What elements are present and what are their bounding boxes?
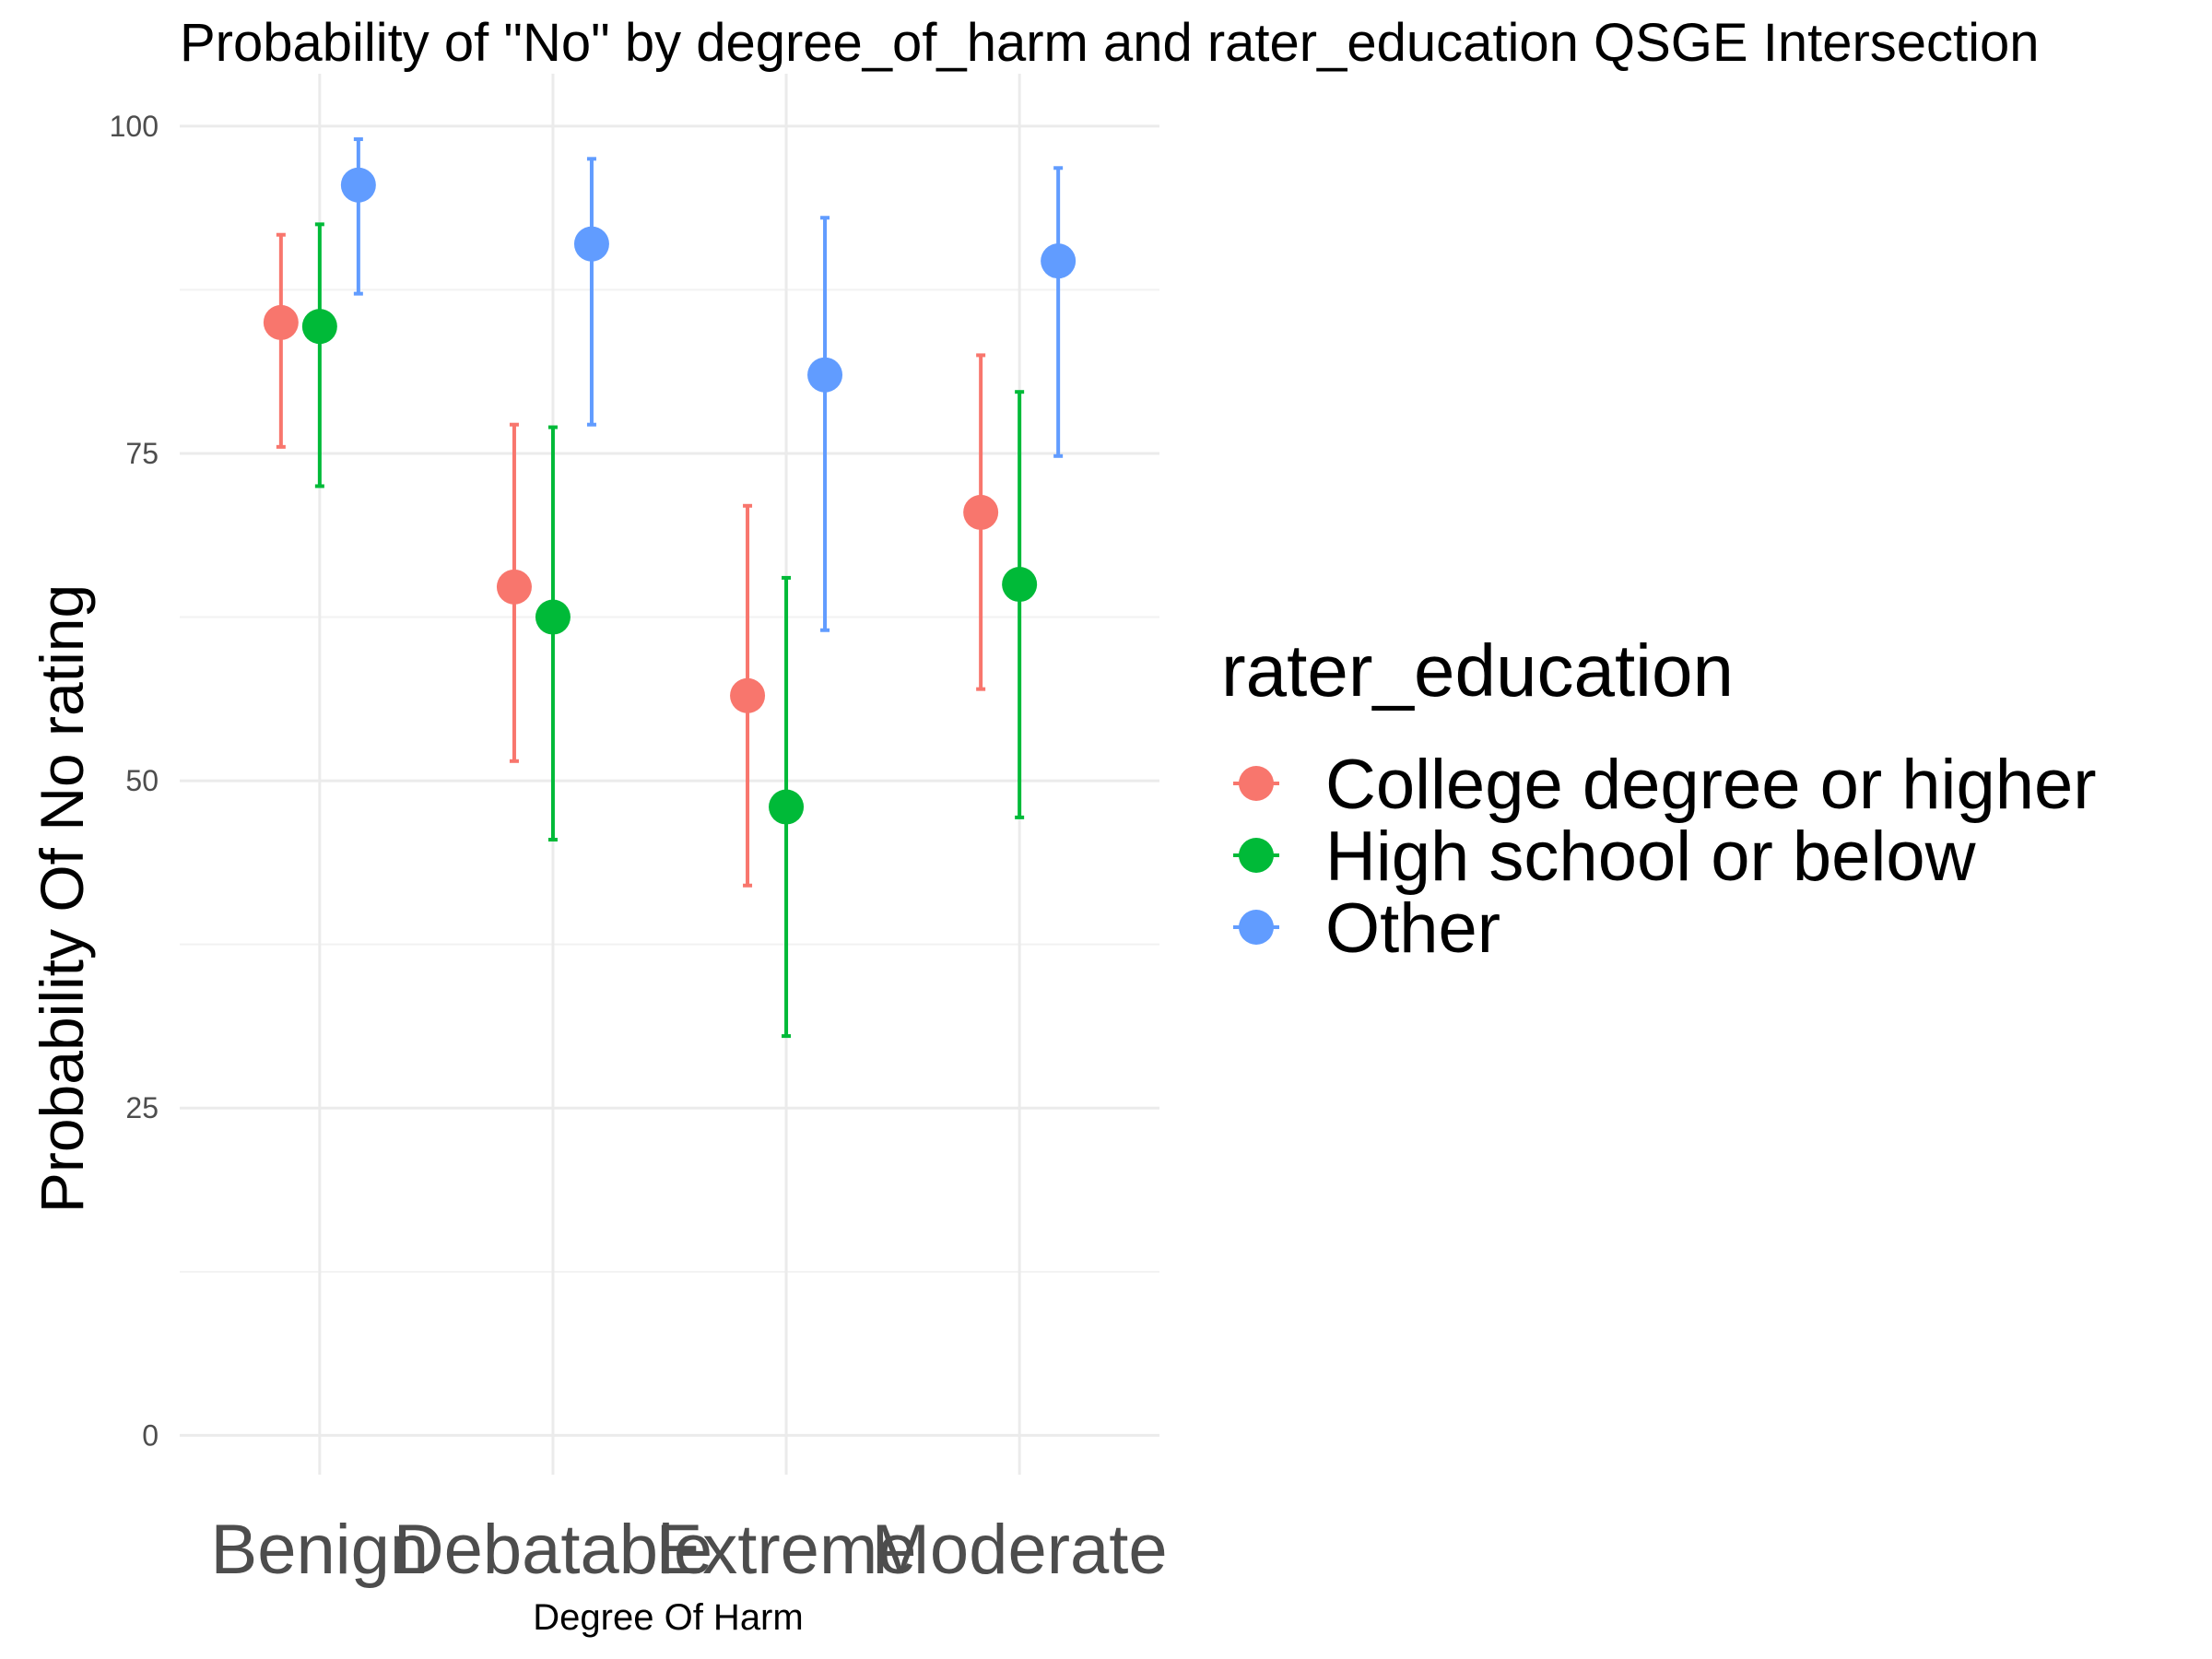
legend-label: High school or below xyxy=(1325,818,1977,896)
data-point xyxy=(807,357,843,393)
data-point xyxy=(535,599,571,635)
data-point xyxy=(263,304,299,340)
data-marks xyxy=(263,137,1077,1039)
data-point xyxy=(340,167,376,203)
y-tick-label: 75 xyxy=(125,437,159,470)
x-tick-label: Debatable xyxy=(394,1511,713,1589)
legend-label: Other xyxy=(1325,889,1500,968)
data-point xyxy=(496,569,532,605)
legend-label: College degree or higher xyxy=(1325,746,2097,824)
y-axis-ticks: 0 25 50 75 100 xyxy=(110,110,159,1453)
chart-title: Probability of "No" by degree_of_harm an… xyxy=(180,13,2040,73)
legend-key-point xyxy=(1239,838,1274,873)
data-point xyxy=(1041,243,1077,279)
x-tick-label: Benign xyxy=(211,1511,429,1589)
data-point xyxy=(963,494,999,530)
x-tick-label: Extreme xyxy=(656,1511,917,1589)
grid xyxy=(180,74,1159,1475)
x-axis-title: Degree Of Harm xyxy=(533,1597,803,1638)
y-axis-title: Probability Of No rating xyxy=(28,584,96,1213)
data-point xyxy=(769,789,805,825)
x-tick-label: Moderate xyxy=(872,1511,1168,1589)
data-point xyxy=(301,309,337,345)
y-tick-label: 25 xyxy=(125,1091,159,1124)
legend-key-point xyxy=(1239,910,1274,945)
y-tick-label: 100 xyxy=(110,110,159,143)
y-tick-label: 50 xyxy=(125,764,159,797)
data-point xyxy=(1002,567,1038,603)
legend: rater_education College degree or higher… xyxy=(1221,629,2097,968)
legend-key-point xyxy=(1239,766,1274,801)
legend-title: rater_education xyxy=(1221,629,1734,712)
data-point xyxy=(730,677,766,713)
data-point xyxy=(573,226,609,262)
y-tick-label: 0 xyxy=(142,1418,159,1452)
